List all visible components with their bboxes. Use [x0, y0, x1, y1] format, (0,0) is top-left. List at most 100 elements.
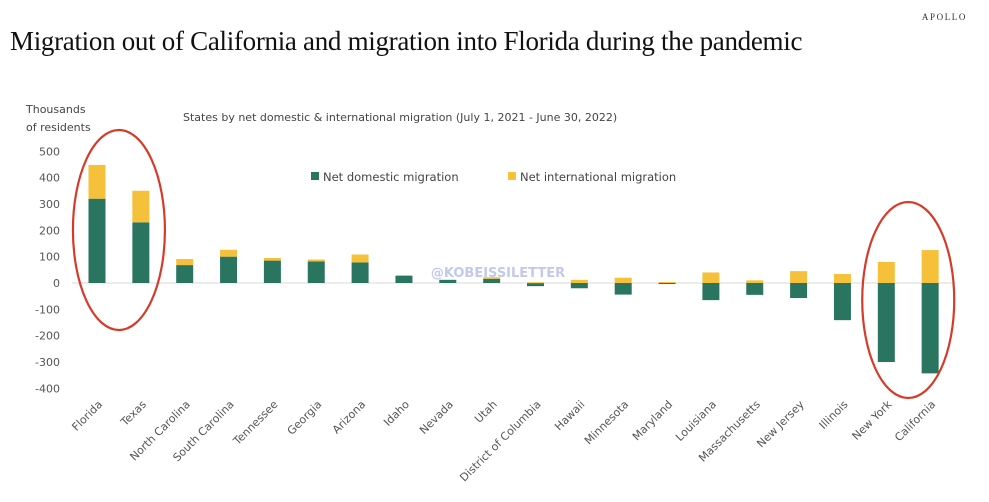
- bar-group: [570, 279, 588, 289]
- legend-swatch-international: [508, 172, 516, 180]
- bar-group: [263, 257, 281, 283]
- bar-domestic: [263, 260, 281, 283]
- bar-group: [746, 280, 764, 295]
- bar-group: [176, 259, 194, 283]
- x-tick-label: Florida: [69, 398, 105, 434]
- legend-label-domestic: Net domestic migration: [323, 170, 459, 184]
- bar-domestic: [351, 262, 369, 283]
- x-tick-label: Utah: [472, 398, 500, 426]
- x-tick-label: Nevada: [417, 398, 456, 437]
- x-tick-label: Illinois: [817, 398, 851, 432]
- bar-international: [790, 271, 808, 283]
- y-tick-label: 500: [39, 145, 60, 158]
- bar-domestic: [132, 222, 150, 283]
- bar-international: [877, 261, 895, 283]
- bar-domestic: [395, 275, 413, 283]
- bar-group: [88, 164, 106, 283]
- x-tick-label: California: [892, 398, 938, 444]
- x-tick-label: Minnesota: [582, 398, 631, 447]
- y-axis-label-line-1: Thousands: [25, 103, 86, 116]
- y-axis-label: Thousands of residents: [25, 103, 91, 134]
- highlight-ellipse: [861, 200, 956, 400]
- y-axis-label-line-2: of residents: [26, 121, 91, 134]
- bar-group: [527, 282, 544, 287]
- x-tick-label: Texas: [118, 398, 150, 430]
- x-tick-label: Arizona: [330, 398, 368, 436]
- bar-domestic: [702, 283, 720, 301]
- bar-international: [351, 254, 369, 263]
- x-tick-label: Georgia: [285, 398, 325, 438]
- x-tick-label: New York: [850, 397, 895, 442]
- x-tick-label: Tennessee: [230, 398, 281, 449]
- bar-group: [351, 254, 369, 283]
- y-tick-label: -200: [35, 330, 60, 343]
- bar-international: [307, 259, 325, 262]
- legend-swatch-domestic: [311, 172, 319, 180]
- y-tick-label: 200: [39, 224, 60, 237]
- bars: [88, 164, 939, 374]
- bar-international: [921, 250, 939, 283]
- highlight-annotations: [71, 128, 956, 400]
- legend: Net domestic migration Net international…: [311, 170, 676, 184]
- bar-international: [220, 249, 238, 257]
- bar-domestic: [790, 283, 808, 299]
- y-tick-label: 0: [53, 277, 60, 290]
- watermark: @KOBEISSILETTER: [431, 266, 565, 281]
- y-tick-label: 300: [39, 198, 60, 211]
- bar-international: [483, 277, 501, 279]
- chart-subtitle: States by net domestic & international m…: [183, 111, 617, 124]
- bar-group: [132, 190, 150, 283]
- bar-group: [439, 279, 457, 283]
- bar-domestic: [307, 261, 325, 283]
- y-tick-label: -300: [35, 356, 60, 369]
- bar-international: [132, 190, 150, 223]
- x-tick-label: Hawaii: [552, 398, 587, 433]
- bar-international: [176, 259, 194, 266]
- bar-group: [614, 277, 632, 295]
- bar-domestic: [746, 283, 764, 295]
- y-tick-label: -100: [35, 303, 60, 316]
- y-axis-ticks: 500 400 300 200 100 0 -100 -200 -300 -400: [35, 145, 60, 395]
- bar-domestic: [658, 283, 676, 285]
- bar-international: [833, 274, 851, 283]
- bar-domestic: [88, 198, 106, 283]
- bar-domestic: [833, 283, 851, 321]
- y-tick-label: -400: [35, 382, 60, 395]
- bar-domestic: [570, 283, 588, 289]
- y-tick-label: 100: [39, 251, 60, 264]
- x-tick-label: District of Columbia: [457, 398, 543, 484]
- highlight-ellipse: [71, 128, 167, 332]
- bar-group: [833, 274, 851, 321]
- bar-group: [307, 259, 325, 283]
- bar-group: [395, 275, 413, 283]
- bar-domestic: [527, 283, 544, 287]
- bar-group: [483, 277, 501, 283]
- bar-international: [658, 281, 676, 283]
- page-title: Migration out of California and migratio…: [10, 26, 803, 56]
- x-tick-label: Maryland: [630, 398, 675, 443]
- bar-domestic: [921, 283, 939, 374]
- bar-domestic: [483, 278, 501, 283]
- bar-international: [527, 282, 544, 284]
- y-tick-label: 400: [39, 172, 60, 185]
- brand-logo: APOLLO: [921, 12, 967, 22]
- bar-international: [263, 257, 281, 261]
- legend-label-international: Net international migration: [520, 170, 676, 184]
- x-tick-label: New Jersey: [754, 398, 807, 451]
- bar-group: [790, 271, 808, 299]
- bar-group: [220, 249, 238, 283]
- bar-international: [746, 280, 764, 283]
- bar-international: [614, 277, 632, 283]
- bar-international: [570, 279, 588, 283]
- bar-international: [88, 164, 106, 199]
- bar-domestic: [877, 283, 895, 363]
- bar-group: [877, 261, 895, 363]
- x-tick-label: Louisiana: [673, 398, 719, 444]
- bar-group: [658, 281, 676, 285]
- x-tick-label: Idaho: [381, 398, 412, 429]
- bar-domestic: [614, 283, 632, 295]
- bar-domestic: [176, 265, 194, 283]
- bar-international: [702, 272, 720, 283]
